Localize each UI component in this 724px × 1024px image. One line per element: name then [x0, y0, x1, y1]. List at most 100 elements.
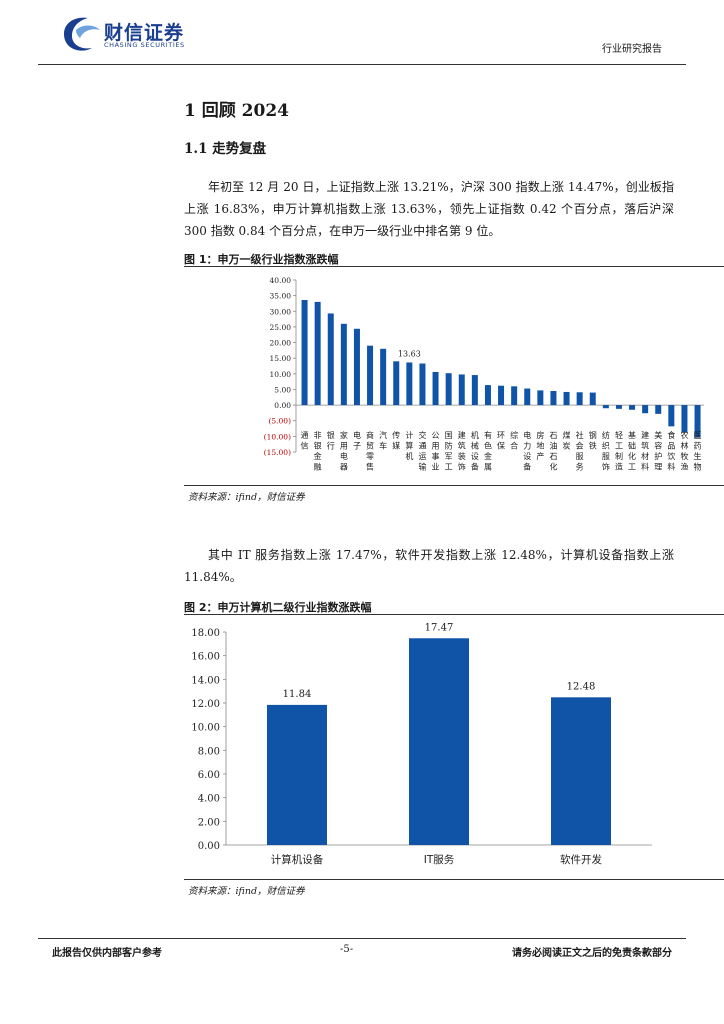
- subsection-heading: 1.1 走势复盘: [184, 141, 267, 157]
- y-tick-label: 25.00: [270, 323, 292, 332]
- bar: [367, 345, 374, 406]
- y-tick-label: 40.00: [270, 276, 292, 285]
- bar: [458, 374, 465, 406]
- x-tick-label: 钢铁: [589, 430, 597, 451]
- data-label: 17.47: [425, 622, 454, 633]
- bar: [409, 638, 469, 845]
- y-tick-label: 0.00: [274, 401, 291, 410]
- y-tick-label: 16.00: [191, 652, 220, 663]
- bar: [445, 373, 452, 406]
- figure2-source: 资料来源：ifind，财信证券: [188, 886, 305, 897]
- x-tick-label: 电力设备: [523, 430, 531, 472]
- x-tick-label: 基础化工: [628, 430, 636, 472]
- data-label: 11.84: [283, 689, 312, 700]
- page-number: -5-: [340, 944, 354, 955]
- data-label: 12.48: [567, 681, 596, 692]
- y-tick-label: (10.00): [264, 432, 291, 441]
- bar: [629, 405, 636, 410]
- figure2-top-rule: [184, 614, 724, 615]
- bar: [563, 391, 570, 406]
- x-tick-label: 公用事业: [432, 431, 440, 472]
- x-tick-label: 银行: [327, 430, 335, 451]
- y-tick-label: 20.00: [270, 339, 292, 348]
- x-tick-label: 计算机: [405, 430, 413, 461]
- x-tick-label: 环保: [497, 431, 505, 451]
- bar: [537, 390, 544, 406]
- x-tick-label: 食品饮料: [667, 430, 675, 472]
- x-tick-label: 农林牧渔: [680, 430, 688, 472]
- x-tick-label: 房地产: [536, 430, 544, 461]
- x-tick-label: 机械设备: [471, 430, 479, 472]
- section-heading: 1 回顾 2024: [184, 101, 289, 121]
- x-tick-label: 纺织服饰: [602, 430, 610, 472]
- x-tick-label: 传媒: [392, 430, 400, 451]
- y-tick-label: 18.00: [191, 628, 220, 639]
- x-tick-label: 通信: [301, 430, 309, 451]
- bar: [419, 363, 426, 406]
- footer-disclaimer-right: 请务必阅读正文之后的免责条款部分: [512, 948, 672, 959]
- bar: [301, 300, 308, 406]
- bar: [551, 697, 611, 845]
- bar: [471, 375, 478, 406]
- x-tick-label: 综合: [510, 430, 518, 451]
- logo-text-cn: 财信证券: [104, 22, 185, 44]
- y-tick-label: 2.00: [198, 817, 220, 828]
- figure2-title: 图 2：申万计算机二级行业指数涨跌幅: [184, 601, 372, 614]
- figure1-title: 图 1：申万一级行业指数涨跌幅: [184, 253, 339, 266]
- x-tick-label: 社会服务: [576, 430, 584, 472]
- bar: [550, 391, 557, 406]
- x-tick-label: 家用电器: [340, 430, 348, 472]
- y-tick-label: 0.00: [198, 841, 220, 852]
- x-tick-label: 汽车: [379, 430, 387, 451]
- bar: [393, 361, 400, 406]
- bar: [589, 392, 596, 406]
- logo-emblem-icon: [64, 17, 100, 51]
- bar: [327, 313, 334, 406]
- figure1-bottom-rule: [184, 485, 724, 486]
- bar: [353, 328, 360, 406]
- data-label: 13.63: [398, 349, 421, 358]
- paragraph-sub-industry: 其中 IT 服务指数上涨 17.47%，软件开发指数上涨 12.48%，计算机设…: [184, 548, 674, 584]
- y-tick-label: 30.00: [270, 307, 292, 316]
- bar: [267, 704, 327, 845]
- x-tick-label: 软件开发: [560, 853, 602, 866]
- x-tick-label: 商贸零售: [366, 430, 374, 472]
- footer-disclaimer-left: 此报告仅供内部客户参考: [52, 948, 162, 959]
- bar: [681, 405, 688, 433]
- x-tick-label: 有色金属: [484, 430, 492, 472]
- y-tick-label: (5.00): [268, 417, 291, 426]
- figure2-chart: 18.00 16.00 14.00 12.00 10.00 8.00 6.00 4.00 2.0…: [191, 622, 652, 866]
- bar: [511, 386, 518, 406]
- x-tick-label: 轻工制造: [615, 430, 623, 472]
- figure2-bottom-rule: [184, 879, 724, 880]
- y-tick-label: 12.00: [191, 699, 220, 710]
- bar: [576, 392, 583, 406]
- y-tick-label: 5.00: [274, 385, 291, 394]
- report-type: 行业研究报告: [602, 44, 662, 55]
- bar: [668, 405, 675, 427]
- bar: [642, 405, 649, 414]
- header-divider: [38, 64, 686, 65]
- y-tick-label: 35.00: [270, 292, 292, 301]
- y-tick-label: 10.00: [191, 723, 220, 734]
- x-tick-label: 非银金融: [314, 430, 322, 472]
- bar: [340, 323, 347, 406]
- y-tick-label: 15.00: [270, 354, 292, 363]
- footer-divider: [38, 938, 686, 939]
- logo-text-en: CHASING SECURITIES: [104, 41, 185, 49]
- bar: [694, 405, 701, 438]
- x-tick-label: 建筑装饰: [458, 430, 466, 472]
- x-tick-label: 国防军工: [445, 431, 453, 472]
- x-tick-label: 医药生物: [694, 431, 702, 472]
- bar: [406, 362, 413, 406]
- x-tick-label: 交通运输: [418, 430, 426, 472]
- bar: [524, 388, 531, 406]
- x-tick-label: IT服务: [424, 853, 455, 866]
- y-tick-label: 4.00: [198, 794, 220, 805]
- y-tick-label: 8.00: [198, 746, 220, 757]
- bar: [432, 371, 439, 406]
- bar: [380, 348, 387, 406]
- x-tick-label: 石油石化: [549, 431, 557, 472]
- company-logo: 财信证券 CHASING SECURITIES: [62, 16, 222, 52]
- x-tick-label: 美容护理: [654, 430, 662, 472]
